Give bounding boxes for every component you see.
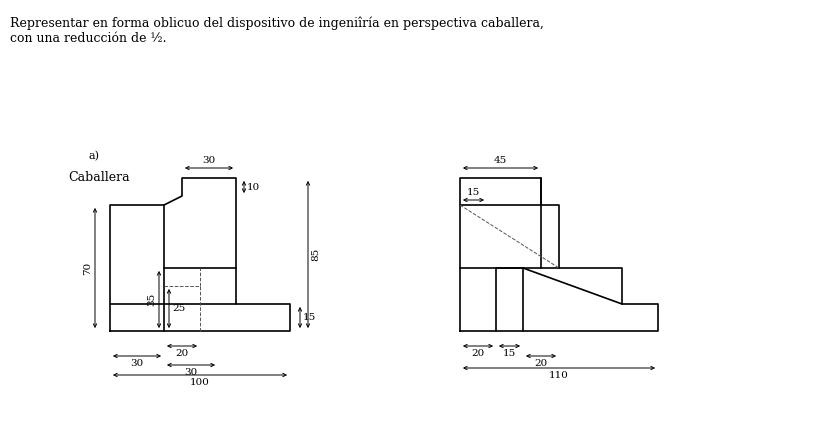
Text: Representar en forma oblicuo del dispositivo de ingeniîría en perspectiva caball: Representar en forma oblicuo del disposi… [10, 16, 544, 45]
Text: 30: 30 [130, 359, 144, 368]
Text: a): a) [88, 151, 99, 161]
Text: 20: 20 [472, 349, 485, 358]
Text: 20: 20 [534, 359, 548, 368]
Text: 70: 70 [83, 261, 92, 275]
Text: 15: 15 [467, 188, 480, 197]
Text: 30: 30 [185, 368, 198, 377]
Text: 15: 15 [303, 313, 316, 322]
Text: Caballera: Caballera [68, 171, 129, 184]
Text: 100: 100 [190, 378, 210, 387]
Text: 35: 35 [147, 293, 156, 306]
Text: 110: 110 [549, 371, 569, 380]
Text: 15: 15 [503, 349, 516, 358]
Text: 10: 10 [247, 182, 260, 191]
Text: 25: 25 [172, 304, 185, 313]
Text: 20: 20 [176, 349, 189, 358]
Text: 85: 85 [311, 248, 320, 261]
Text: 45: 45 [493, 156, 507, 165]
Text: 30: 30 [202, 156, 215, 165]
